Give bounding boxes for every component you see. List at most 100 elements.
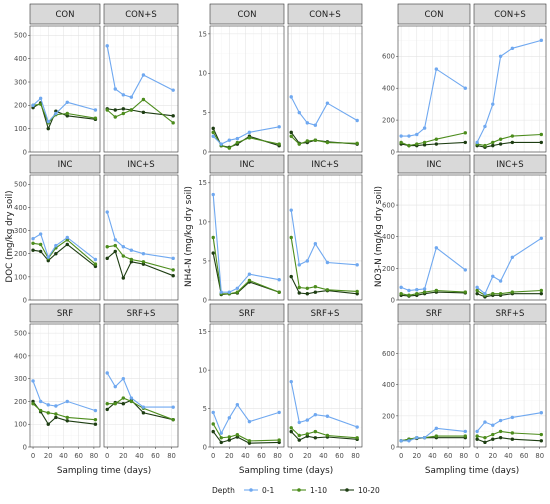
facet-strip: [209, 3, 285, 25]
data-point-depth-0-1: [235, 403, 240, 407]
data-point-depth-1-10: [113, 115, 117, 119]
x-axis-title: Sampling time (days): [57, 466, 151, 476]
facet-strip-label: SRF+S: [127, 309, 156, 319]
data-point-depth-1-10: [31, 241, 35, 245]
data-point-depth-1-10: [38, 242, 43, 247]
chart-group-1: CON0100200300400500CON+SINC0100200300400…: [5, 3, 179, 476]
facet-strip-label: CON+S: [309, 10, 341, 20]
data-point-depth-10-20: [289, 130, 293, 135]
facet-strip: [209, 154, 285, 174]
data-point-depth-1-10: [289, 134, 293, 138]
data-point-depth-10-20: [313, 290, 318, 294]
data-point-depth-10-20: [65, 114, 69, 118]
facet-strip-label: INC+S: [311, 160, 338, 170]
data-point-depth-1-10: [65, 415, 69, 420]
x-axis-title: Sampling time (days): [239, 466, 333, 476]
data-point-depth-1-10: [491, 140, 495, 145]
facet-strip: [29, 3, 101, 25]
facet-strip-label: CON+S: [125, 10, 157, 20]
chart-legend: Depth 0-1 1-10 10-20: [212, 486, 380, 495]
series-line-depth-0-1: [290, 381, 358, 428]
y-tick-label: 400: [382, 233, 395, 241]
y-tick-label: 5: [203, 405, 207, 413]
x-tick-label: 80: [90, 452, 99, 460]
data-point-depth-0-1: [407, 288, 411, 293]
data-point-depth-0-1: [141, 73, 146, 77]
data-point-depth-0-1: [141, 405, 146, 409]
y-tick-label: 200: [14, 102, 27, 110]
data-point-depth-0-1: [539, 38, 544, 43]
y-tick-label: 100: [14, 125, 27, 133]
y-tick-label: 200: [382, 117, 395, 125]
y-tick-label: 400: [14, 352, 27, 360]
y-tick-label: 600: [382, 201, 395, 209]
data-point-depth-1-10: [399, 140, 403, 145]
facet-panel-con: CON 0 200 400 600: [382, 3, 471, 156]
data-point-depth-10-20: [121, 276, 126, 280]
data-point-depth-10-20: [46, 126, 50, 131]
data-point-depth-1-10: [325, 140, 330, 145]
data-point-depth-0-1: [31, 379, 35, 383]
series-line-depth-0-1: [212, 403, 280, 435]
data-point-depth-0-1: [277, 277, 281, 282]
y-tick-label: 0: [391, 148, 395, 156]
data-point-depth-1-10: [105, 108, 109, 112]
data-point-depth-1-10: [483, 143, 487, 148]
y-tick-label: 5: [203, 257, 207, 265]
series-line-depth-0-1: [212, 126, 280, 145]
series-line-depth-0-1: [106, 45, 174, 98]
data-point-depth-0-1: [31, 236, 35, 241]
series-line-depth-10-20: [290, 276, 358, 295]
facet-strip: [103, 3, 179, 25]
data-point-depth-1-10: [434, 137, 439, 141]
y-tick-label: 100: [14, 273, 27, 281]
data-point-depth-10-20: [289, 274, 293, 279]
y-tick-label: 500: [14, 181, 27, 189]
y-tick-label: 300: [14, 227, 27, 235]
data-point-depth-0-1: [219, 142, 223, 146]
data-point-depth-0-1: [289, 208, 293, 212]
facet-panel-con: CON 0 5 10 15: [198, 3, 285, 156]
data-point-depth-0-1: [399, 285, 403, 290]
x-tick-label: 0: [475, 452, 479, 460]
data-point-depth-1-10: [313, 429, 318, 434]
legend-item-label: 0-1: [262, 486, 274, 495]
data-point-depth-10-20: [38, 249, 43, 254]
data-point-depth-0-1: [38, 96, 43, 101]
chart-group-3: CON0200400600CON+SINC0200400600INC+SSRF0…: [374, 3, 547, 476]
data-point-depth-0-1: [305, 418, 310, 422]
data-point-depth-1-10: [463, 290, 468, 294]
data-point-depth-1-10: [38, 408, 43, 413]
data-point-depth-0-1: [65, 399, 69, 404]
facet-strip-label: CON+S: [494, 10, 526, 20]
y-tick-label: 15: [198, 30, 207, 38]
data-point-depth-1-10: [313, 285, 318, 289]
x-tick-label: 40: [319, 452, 328, 460]
chart-group-2: CON 0 5 10 15 CON+S INC 0 5 10 15 INC+S SRF 0 5 10 15 0 20…: [184, 3, 363, 476]
data-point-depth-0-1: [491, 102, 495, 106]
data-point-depth-0-1: [235, 286, 240, 290]
facet-strip-label: INC: [58, 160, 73, 170]
data-point-depth-0-1: [46, 255, 50, 259]
data-point-depth-10-20: [510, 437, 515, 441]
data-point-depth-1-10: [227, 435, 232, 439]
data-point-depth-1-10: [247, 136, 252, 140]
facet-strip: [103, 154, 179, 174]
data-point-depth-10-20: [31, 248, 35, 252]
facet-panel-border: [473, 174, 547, 301]
x-tick-label: 0: [211, 452, 215, 460]
data-point-depth-0-1: [93, 108, 98, 112]
data-point-depth-0-1: [46, 119, 50, 124]
data-point-depth-10-20: [171, 114, 175, 118]
data-point-depth-0-1: [305, 259, 310, 263]
data-point-depth-1-10: [297, 285, 301, 290]
data-point-depth-1-10: [539, 432, 544, 437]
data-point-depth-0-1: [475, 140, 479, 145]
series-line-depth-10-20: [106, 250, 174, 280]
data-point-depth-0-1: [65, 235, 69, 240]
y-tick-label: 10: [198, 367, 207, 375]
data-point-depth-1-10: [289, 235, 293, 240]
y-tick-label: 0: [23, 148, 27, 156]
data-point-depth-0-1: [247, 130, 252, 135]
data-point-depth-0-1: [539, 236, 544, 240]
